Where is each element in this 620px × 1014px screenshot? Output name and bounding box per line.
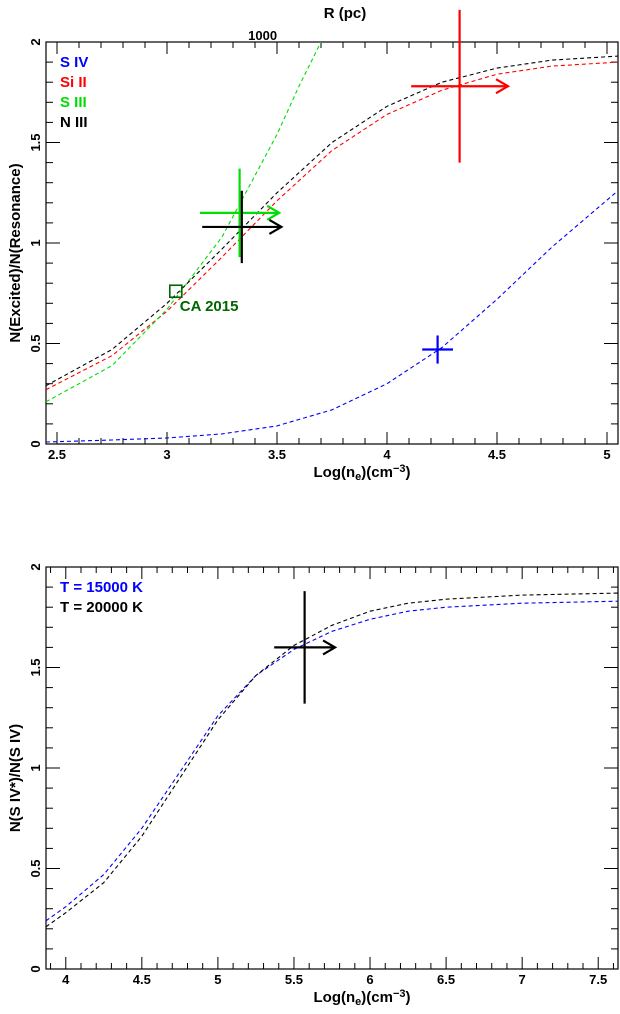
x-axis-label-part: ) bbox=[406, 989, 411, 1006]
x-axis-label-part: ) bbox=[406, 464, 411, 481]
x-axis-label: Log(ne)(cm−3) bbox=[314, 988, 411, 1008]
x-tick-label: 4.5 bbox=[488, 447, 506, 462]
curves bbox=[46, 592, 618, 928]
x-axis-label-part: e bbox=[355, 996, 361, 1008]
series-curve-t-20000-k bbox=[46, 592, 618, 928]
x-tick-label: 3.5 bbox=[268, 447, 286, 462]
measurement-marker bbox=[274, 591, 338, 704]
x-tick-label: 4.5 bbox=[133, 972, 151, 987]
top-panel: 2.5 3 3.5 4 4.5 5 0 0.5 1 1.5 2 Log(ne)(cm−3) N(Exci… bbox=[7, 5, 619, 483]
top-axis-tick-label: 1000 bbox=[248, 28, 277, 43]
measurement-marker bbox=[202, 190, 284, 264]
y-tick-label: 2 bbox=[28, 563, 43, 570]
x-axis-label-part: Log(n bbox=[314, 989, 356, 1006]
x-axis-label-part: −3 bbox=[393, 463, 406, 475]
x-tick-label: 6 bbox=[366, 972, 373, 987]
x-axis-label-part: −3 bbox=[393, 988, 406, 1000]
x-tick-label: 3 bbox=[163, 447, 170, 462]
lower-limit-arrowhead bbox=[322, 639, 338, 656]
x-axis-label: Log(ne)(cm−3) bbox=[314, 463, 411, 483]
legend-entry: T = 20000 K bbox=[60, 599, 143, 616]
annotation-label: CA 2015 bbox=[180, 298, 239, 315]
lower-limit-arrowhead bbox=[266, 204, 282, 221]
x-tick-label: 5 bbox=[214, 972, 221, 987]
plot-frame bbox=[45, 566, 619, 970]
x-tick-label: 5 bbox=[603, 447, 610, 462]
y-tick-label: 0 bbox=[28, 965, 43, 972]
series-curve-s-iv bbox=[46, 190, 618, 443]
legend-entry: Si II bbox=[60, 74, 87, 91]
x-axis-label-part: )(cm bbox=[361, 989, 393, 1006]
y-tick-label: 2 bbox=[28, 38, 43, 45]
series-curve-si-ii bbox=[46, 61, 618, 391]
lower-limit-arrowhead bbox=[268, 218, 284, 235]
y-tick-label: 0 bbox=[28, 440, 43, 447]
x-tick-label: 6.5 bbox=[437, 972, 455, 987]
measurement-marker bbox=[200, 168, 282, 258]
x-tick-label: 7.5 bbox=[589, 972, 607, 987]
x-tick-label: 7 bbox=[519, 972, 526, 987]
y-tick-label: 1.5 bbox=[28, 658, 43, 676]
bottom-panel: 4 4.5 5 5.5 6 6.5 7 7.5 0 0.5 1 1.5 2 Log(ne)(cm−3) N(… bbox=[7, 563, 619, 1008]
x-tick-label: 2.5 bbox=[48, 447, 66, 462]
annotation-marker bbox=[169, 284, 183, 299]
lower-limit-arrowhead bbox=[495, 78, 511, 95]
legend-entry: S IV bbox=[60, 54, 88, 71]
series-curve-t-15000-k bbox=[46, 600, 618, 922]
legend-entry: S III bbox=[60, 94, 87, 111]
y-tick-label: 1 bbox=[28, 239, 43, 246]
x-tick-label: 5.5 bbox=[285, 972, 303, 987]
legend-entry: T = 15000 K bbox=[60, 579, 143, 596]
y-tick-label: 0.5 bbox=[28, 859, 43, 877]
x-axis-label-part: )(cm bbox=[361, 464, 393, 481]
plot-frame bbox=[45, 41, 619, 445]
legend-entry: N III bbox=[60, 114, 88, 131]
y-tick-label: 0.5 bbox=[28, 334, 43, 352]
measurement-marker bbox=[422, 335, 453, 364]
y-tick-label: 1 bbox=[28, 764, 43, 771]
series-curve-s-iii bbox=[46, 42, 322, 403]
x-tick-label: 4 bbox=[383, 447, 391, 462]
y-tick-label: 1.5 bbox=[28, 133, 43, 151]
curves bbox=[46, 42, 618, 443]
measurement-marker bbox=[411, 9, 511, 163]
x-axis-label-part: Log(n bbox=[314, 464, 356, 481]
x-axis-label-part: e bbox=[355, 471, 361, 483]
top-axis-label: R (pc) bbox=[324, 5, 367, 22]
y-axis-label: N(S IV*)/N(S IV) bbox=[7, 724, 24, 832]
series-curve-n-iii bbox=[46, 55, 618, 387]
y-axis-label: N(Excited)/N(Resonance) bbox=[7, 163, 24, 342]
x-tick-label: 4 bbox=[62, 972, 70, 987]
